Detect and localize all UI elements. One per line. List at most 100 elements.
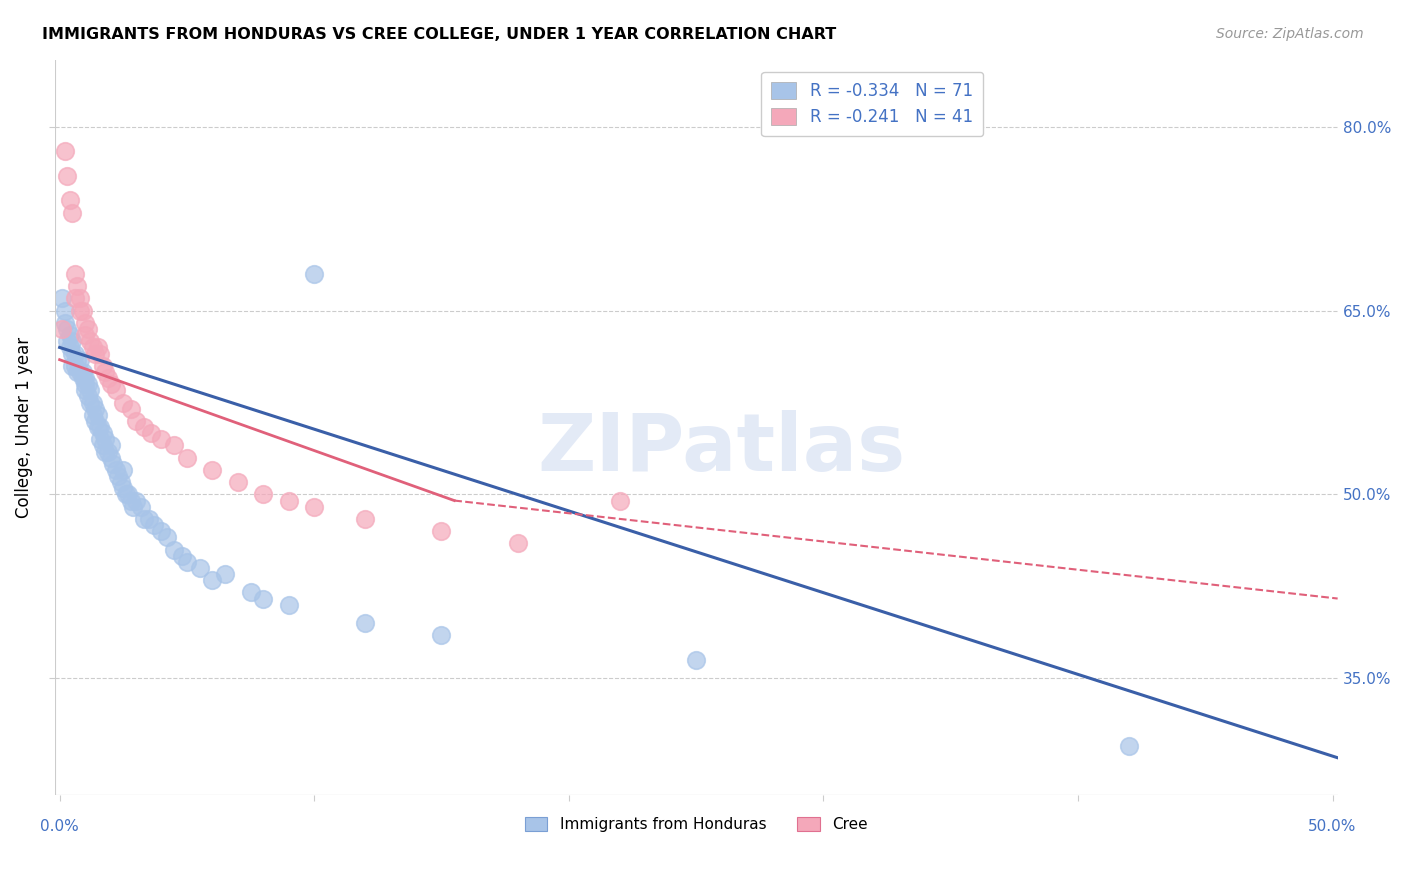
Point xyxy=(170,549,193,563)
Point xyxy=(89,432,111,446)
Point xyxy=(141,426,163,441)
Point xyxy=(176,555,198,569)
Point xyxy=(101,457,124,471)
Point xyxy=(79,334,101,349)
Point xyxy=(125,493,148,508)
Point xyxy=(66,352,89,367)
Point xyxy=(252,591,274,606)
Point xyxy=(60,334,83,349)
Point xyxy=(79,395,101,409)
Point xyxy=(142,518,165,533)
Point xyxy=(79,384,101,398)
Point xyxy=(59,341,82,355)
Point xyxy=(76,377,98,392)
Point xyxy=(87,341,110,355)
Point xyxy=(91,426,114,441)
Point xyxy=(87,420,110,434)
Point xyxy=(72,303,94,318)
Point xyxy=(354,512,377,526)
Point xyxy=(430,524,453,538)
Point xyxy=(69,352,91,367)
Text: 50.0%: 50.0% xyxy=(1309,819,1357,834)
Point xyxy=(107,469,129,483)
Point xyxy=(66,365,89,379)
Point xyxy=(129,500,152,514)
Point xyxy=(188,561,211,575)
Point xyxy=(97,371,120,385)
Point xyxy=(430,628,453,642)
Point xyxy=(59,194,82,208)
Point xyxy=(163,438,186,452)
Point xyxy=(63,359,86,373)
Legend: R = -0.334   N = 71, R = -0.241   N = 41: R = -0.334 N = 71, R = -0.241 N = 41 xyxy=(762,71,983,136)
Point xyxy=(609,493,631,508)
Point xyxy=(89,346,111,360)
Point xyxy=(252,487,274,501)
Point xyxy=(150,432,173,446)
Point xyxy=(72,371,94,385)
Point xyxy=(176,450,198,465)
Point xyxy=(76,389,98,403)
Point xyxy=(104,463,127,477)
Text: 0.0%: 0.0% xyxy=(41,819,79,834)
Point xyxy=(120,401,142,416)
Point xyxy=(112,463,135,477)
Point xyxy=(66,279,89,293)
Point xyxy=(94,432,117,446)
Point xyxy=(60,346,83,360)
Point xyxy=(163,542,186,557)
Point xyxy=(94,444,117,458)
Point xyxy=(506,536,529,550)
Point xyxy=(63,292,86,306)
Point xyxy=(51,322,73,336)
Point xyxy=(60,359,83,373)
Point xyxy=(100,377,122,392)
Point xyxy=(51,292,73,306)
Point xyxy=(87,408,110,422)
Point xyxy=(120,493,142,508)
Point xyxy=(72,365,94,379)
Point xyxy=(150,524,173,538)
Text: Source: ZipAtlas.com: Source: ZipAtlas.com xyxy=(1216,27,1364,41)
Point xyxy=(69,365,91,379)
Point xyxy=(89,420,111,434)
Point xyxy=(82,395,104,409)
Point xyxy=(226,475,249,490)
Point xyxy=(63,267,86,281)
Point xyxy=(53,145,76,159)
Point xyxy=(63,346,86,360)
Point xyxy=(125,414,148,428)
Point xyxy=(82,408,104,422)
Point xyxy=(97,444,120,458)
Point xyxy=(75,316,97,330)
Point xyxy=(82,341,104,355)
Point xyxy=(112,395,135,409)
Point xyxy=(75,328,97,343)
Point xyxy=(53,316,76,330)
Point xyxy=(117,487,139,501)
Y-axis label: College, Under 1 year: College, Under 1 year xyxy=(15,336,32,517)
Point xyxy=(75,384,97,398)
Point xyxy=(56,322,79,336)
Point xyxy=(56,334,79,349)
Point xyxy=(277,598,299,612)
Point xyxy=(69,303,91,318)
Point xyxy=(84,401,107,416)
Point xyxy=(59,328,82,343)
Point xyxy=(214,567,236,582)
Point xyxy=(76,322,98,336)
Point xyxy=(155,530,177,544)
Point xyxy=(354,615,377,630)
Point xyxy=(75,377,97,392)
Point xyxy=(132,512,155,526)
Point xyxy=(201,463,224,477)
Point xyxy=(110,475,132,490)
Point xyxy=(239,585,262,599)
Point xyxy=(94,365,117,379)
Point xyxy=(114,487,136,501)
Point xyxy=(302,267,325,281)
Point xyxy=(302,500,325,514)
Point xyxy=(104,384,127,398)
Point xyxy=(60,205,83,219)
Point xyxy=(75,371,97,385)
